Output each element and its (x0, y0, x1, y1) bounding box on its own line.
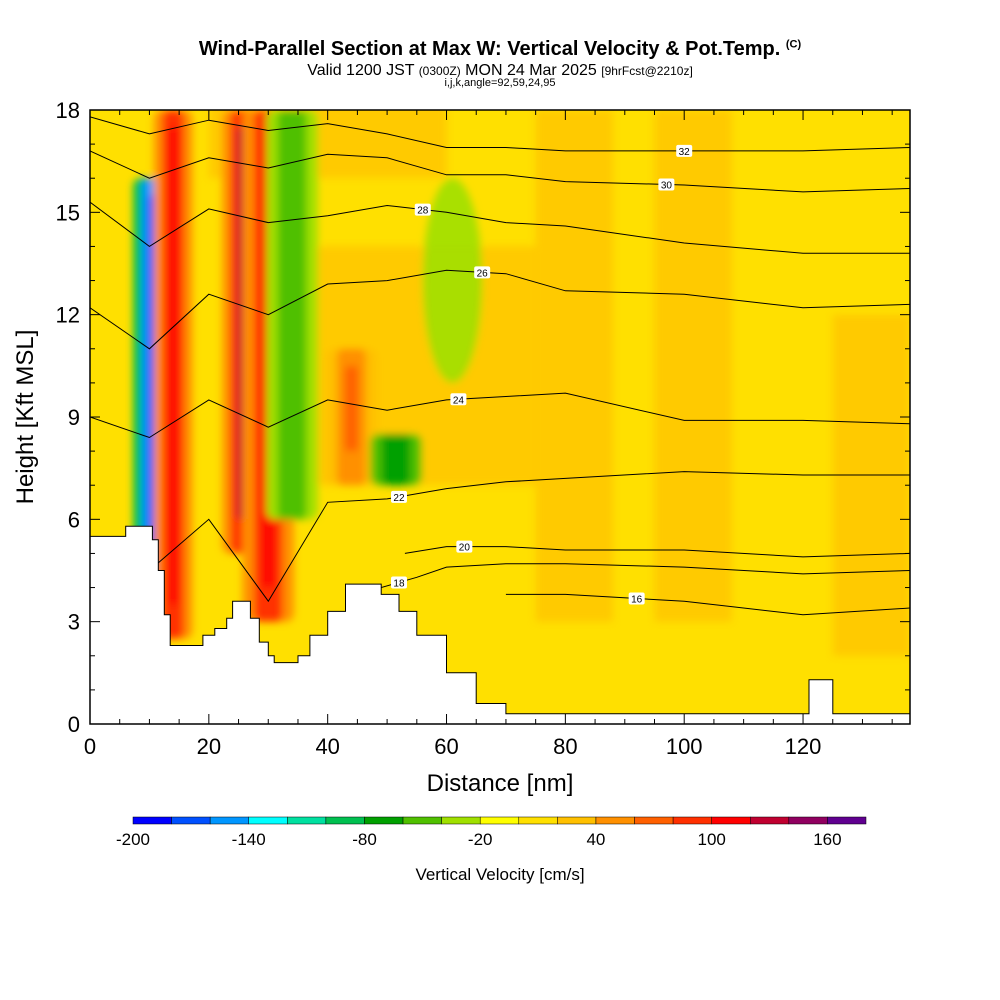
forecast-info: [9hrFcst@2210z] (601, 64, 693, 78)
svg-text:32: 32 (679, 147, 691, 158)
colorbar-swatch (325, 816, 365, 825)
colorbar-swatch (557, 816, 597, 825)
svg-text:18: 18 (393, 578, 405, 589)
x-tick-label: 0 (84, 734, 96, 759)
colorbar-swatch (711, 816, 751, 825)
svg-text:28: 28 (417, 206, 429, 217)
colorbar-swatch (402, 816, 442, 825)
x-tick-label: 120 (785, 734, 822, 759)
colorbar-swatch (827, 816, 867, 825)
isentrope-20 (404, 546, 910, 558)
colorbar-tick-label: 160 (813, 830, 841, 849)
velocity-feature (153, 110, 193, 639)
y-tick-label: 15 (56, 200, 80, 225)
colorbar-tick-label: -200 (116, 830, 150, 849)
isentrope-18 (357, 563, 910, 595)
velocity-field (90, 110, 910, 724)
colorbar-tick-label: 40 (586, 830, 605, 849)
colorbar-swatch (750, 816, 790, 825)
valid-utc: (0300Z) (418, 64, 461, 78)
y-tick-label: 6 (68, 507, 80, 532)
colorbar-swatch (518, 816, 558, 825)
field-soft-layer (133, 110, 910, 656)
svg-text:16: 16 (631, 594, 643, 605)
isentrope-label: 24 (450, 393, 467, 406)
valid-time: Valid 1200 JST (307, 62, 415, 79)
field-patch (535, 110, 613, 622)
colorbar-tick-label: -140 (232, 830, 266, 849)
isentrope-label: 22 (390, 490, 407, 504)
x-tick-label: 40 (315, 734, 339, 759)
field-patch (832, 314, 910, 656)
colorbar-swatch (441, 816, 481, 825)
isentrope-label: 30 (658, 178, 675, 192)
colorbar-label: Vertical Velocity [cm/s] (415, 865, 584, 884)
x-tick-label: 80 (553, 734, 577, 759)
colorbar-swatch (672, 816, 712, 825)
svg-text:24: 24 (453, 395, 465, 406)
colorbar-tick-label: -80 (352, 830, 377, 849)
y-tick-label: 18 (56, 98, 80, 123)
isentrope-32 (90, 116, 910, 152)
isentrope-contours: 16 18 20 22 24 26 28 30 32 (90, 116, 910, 616)
chart-subtitle: Valid 1200 JST (0300Z) MON 24 Mar 2025 [… (0, 62, 1000, 80)
colorbar-swatch (634, 816, 674, 825)
chart-title: Wind-Parallel Section at Max W: Vertical… (0, 38, 1000, 61)
isentrope-22 (149, 471, 910, 603)
y-axis-label: Height [Kft MSL] (12, 330, 39, 505)
chart-grid-info: i,j,k,angle=92,59,24,95 (0, 77, 1000, 89)
colorbar-swatch (248, 816, 288, 825)
isentrope-30 (90, 150, 910, 193)
isentrope-label: 20 (456, 540, 473, 554)
colorbar-swatch (287, 816, 327, 825)
isentrope-label: 18 (390, 576, 407, 589)
x-tick-label: 20 (197, 734, 221, 759)
colorbar-swatch (209, 816, 249, 825)
isentrope-24 (90, 392, 910, 439)
velocity-feature (325, 348, 378, 486)
y-tick-label: 0 (68, 712, 80, 737)
colorbar-tick-label: 100 (698, 830, 726, 849)
y-tick-label: 9 (68, 405, 80, 430)
colorbar-swatch (171, 816, 211, 825)
colorbar-swatch (479, 816, 520, 825)
isentrope-label: 26 (474, 266, 491, 279)
field-patch (422, 178, 483, 383)
colorbar-swatch (595, 816, 635, 825)
axes: 0 20 40 60 80 100 120 0 3 6 9 12 15 18 (56, 98, 910, 759)
terrain-profile (89, 525, 911, 725)
y-tick-label: 12 (56, 303, 80, 328)
terrain-mask (89, 525, 911, 725)
grid-index-label: i,j,k,angle=92,59,24,95 (444, 77, 556, 89)
velocity-feature (266, 110, 318, 520)
svg-text:26: 26 (477, 268, 489, 279)
isentrope-label: 28 (414, 203, 431, 217)
colorbar-swatch (364, 816, 404, 825)
svg-text:22: 22 (393, 493, 405, 504)
x-tick-label: 60 (434, 734, 458, 759)
x-axis-label: Distance [nm] (427, 770, 574, 797)
velocity-feature (370, 434, 422, 486)
isentrope-26 (90, 269, 910, 350)
x-tick-label: 100 (666, 734, 703, 759)
colorbar-swatch (132, 816, 172, 825)
copyright-mark: (C) (785, 38, 802, 51)
chart-title-main: Wind-Parallel Section at Max W: Vertical… (198, 38, 781, 60)
colorbar-swatch (788, 816, 828, 825)
colorbar-tick-label: -20 (468, 830, 493, 849)
svg-text:30: 30 (661, 181, 673, 192)
isentrope-label: 32 (676, 144, 693, 158)
valid-date: MON 24 Mar 2025 (465, 62, 597, 79)
y-tick-label: 3 (68, 610, 80, 635)
field-patch (654, 110, 732, 622)
isentrope-label: 16 (628, 592, 645, 605)
svg-text:20: 20 (459, 543, 471, 554)
isentrope-16 (505, 593, 910, 616)
colorbar: -200 -140 -80 -20 40 100 160 (116, 816, 867, 849)
